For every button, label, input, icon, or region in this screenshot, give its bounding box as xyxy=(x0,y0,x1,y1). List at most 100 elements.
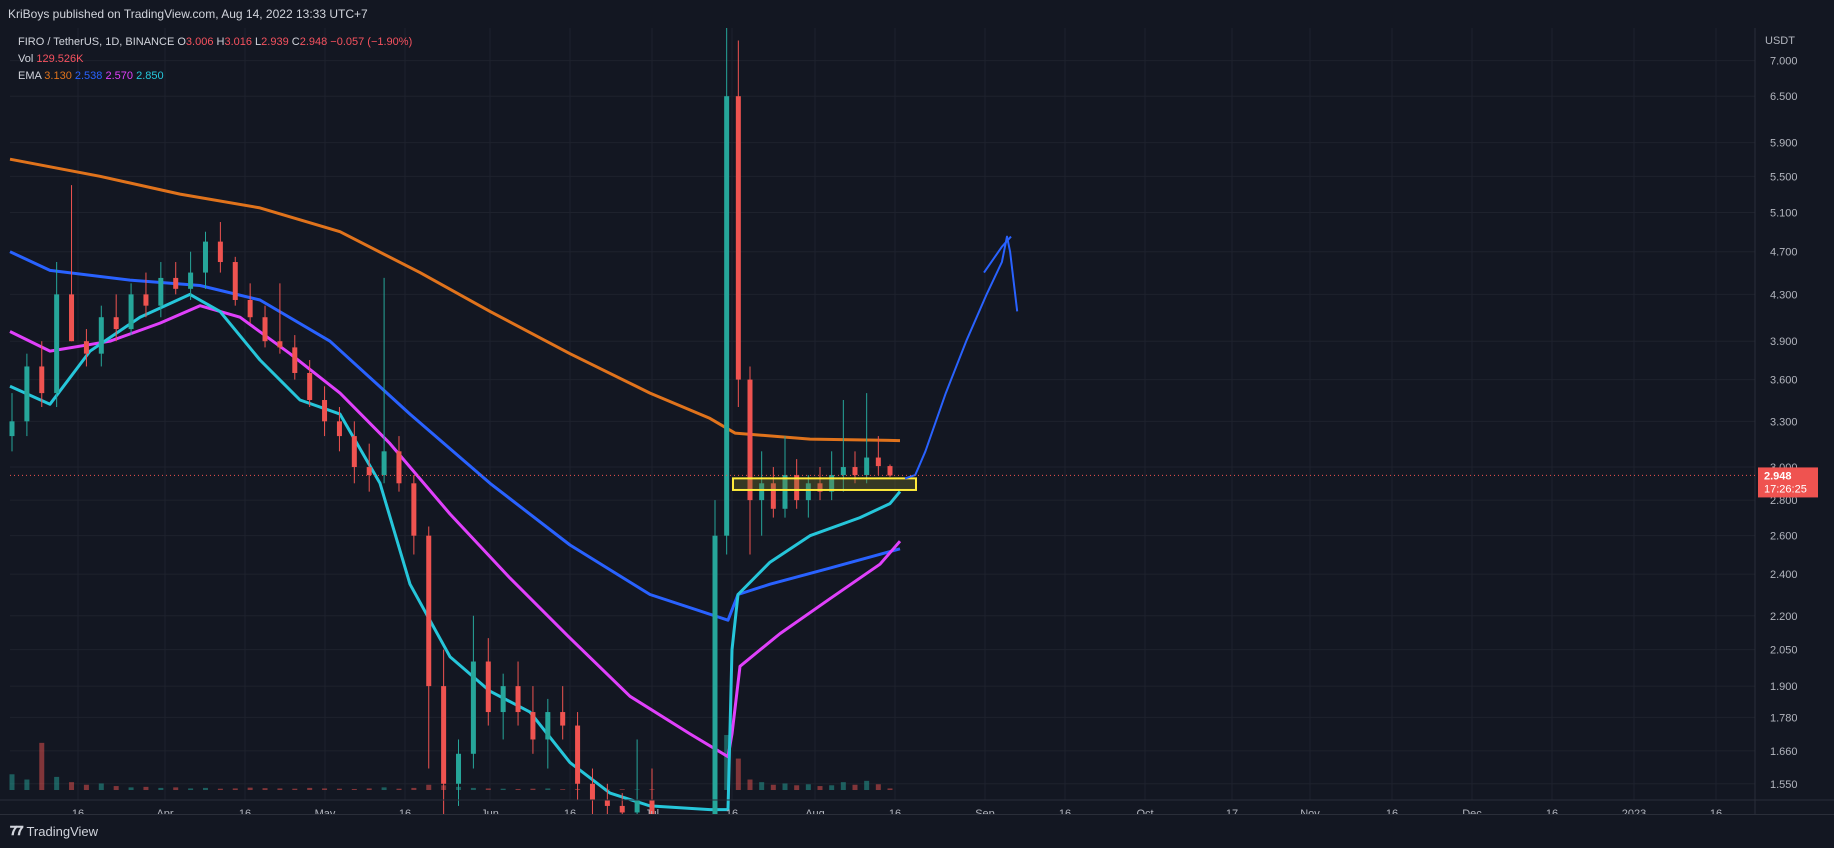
brand-label: TradingView xyxy=(26,823,99,839)
volume-bar-22 xyxy=(336,788,342,790)
candle-body-51 xyxy=(794,475,800,501)
publisher-bar: KriBoys published on TradingView.com, Au… xyxy=(0,0,1834,28)
candle-body-1 xyxy=(24,366,30,422)
candle-body-56 xyxy=(852,467,858,476)
ohlc-value-o: 3.006 xyxy=(185,36,214,48)
volume-bar-59 xyxy=(887,788,893,790)
candle-body-19 xyxy=(292,347,298,373)
volume-bar-54 xyxy=(829,785,835,790)
volume-value: 129.526K xyxy=(36,53,84,65)
volume-bar-58 xyxy=(875,784,881,790)
ema-value-1: 3.130 xyxy=(44,70,72,82)
candle-body-20 xyxy=(307,372,313,401)
volume-bar-19 xyxy=(292,788,298,790)
volume-bar-9 xyxy=(143,786,149,790)
candle-body-45 xyxy=(724,96,730,536)
support-zone-rectangle xyxy=(732,477,917,491)
volume-bar-17 xyxy=(262,788,268,790)
volume-bars xyxy=(9,735,893,790)
price-tick-13: 2.400 xyxy=(1770,569,1798,581)
chart-area[interactable]: 7.000 6.500 5.900 5.500 5.100 4.700 4.300 3.900… xyxy=(0,21,1834,833)
volume-bar-8 xyxy=(128,787,134,790)
volume-bar-26 xyxy=(396,788,402,790)
candle-body-57 xyxy=(864,457,870,476)
candle-body-53 xyxy=(817,483,823,492)
candle-body-48 xyxy=(759,483,765,501)
ema-line-3 xyxy=(9,304,902,759)
candle-body-39 xyxy=(589,783,595,800)
ema-values: 3.130 2.538 2.570 2.850 xyxy=(44,70,163,82)
candle-body-37 xyxy=(560,712,566,726)
volume-bar-0 xyxy=(9,774,15,790)
price-chart[interactable]: 7.000 6.500 5.900 5.500 5.100 4.700 4.300 3.900… xyxy=(0,21,1834,833)
candle-body-34 xyxy=(515,686,521,713)
candle-body-50 xyxy=(782,475,788,509)
volume-bar-2 xyxy=(39,742,45,790)
candle-body-14 xyxy=(217,241,223,263)
price-tick-1: 6.500 xyxy=(1770,91,1798,103)
candle-body-7 xyxy=(113,317,119,330)
candles xyxy=(9,21,893,833)
volume-bar-1 xyxy=(24,779,30,790)
candle-body-47 xyxy=(747,379,753,501)
volume-bar-5 xyxy=(83,784,89,790)
symbol-row: FIRO / TetherUS, 1D, BINANCE O3.006 H3.0… xyxy=(18,34,412,51)
ema-value-4: 2.850 xyxy=(133,70,164,82)
candle-body-0 xyxy=(9,421,15,437)
candle-body-59 xyxy=(887,466,893,476)
candle-body-6 xyxy=(98,317,104,354)
price-tick-16: 1.900 xyxy=(1770,681,1798,693)
candle-body-42 xyxy=(634,799,640,813)
volume-bar-41 xyxy=(619,789,625,790)
volume-bar-56 xyxy=(852,784,858,790)
volume-bar-12 xyxy=(188,788,194,790)
footer-bar: 𝟕𝟕 TradingView xyxy=(0,814,1834,848)
currency-label: USDT xyxy=(1765,35,1795,47)
volume-bar-31 xyxy=(470,787,476,790)
price-tick-5: 4.700 xyxy=(1770,247,1798,259)
candle-body-3 xyxy=(54,294,60,394)
candle-body-18 xyxy=(277,341,283,348)
ema-row: EMA 3.130 2.538 2.570 2.850 xyxy=(18,68,412,85)
volume-row: Vol 129.526K xyxy=(18,51,412,68)
candle-body-8 xyxy=(128,294,134,330)
candle-body-52 xyxy=(805,483,811,501)
price-tick-2: 5.900 xyxy=(1770,138,1798,150)
grid-lines xyxy=(10,28,1755,800)
volume-bar-11 xyxy=(173,787,179,790)
candle-body-30 xyxy=(456,753,462,784)
ohlc-key-o: O xyxy=(177,36,186,48)
candle-body-15 xyxy=(232,262,238,300)
chart-legend: FIRO / TetherUS, 1D, BINANCE O3.006 H3.0… xyxy=(18,34,412,85)
volume-bar-14 xyxy=(217,788,223,790)
volume-bar-49 xyxy=(770,784,776,790)
candle-body-2 xyxy=(39,366,45,394)
volume-bar-16 xyxy=(247,787,253,790)
volume-bar-55 xyxy=(840,782,846,790)
price-tick-17: 1.780 xyxy=(1770,712,1798,724)
ohlc-change: −0.057 (−1.90%) xyxy=(327,36,413,48)
tradingview-logo-icon: 𝟕𝟕 xyxy=(10,823,24,838)
candle-body-11 xyxy=(173,277,179,289)
tradingview-brand[interactable]: 𝟕𝟕 TradingView xyxy=(10,823,98,839)
price-tick-6: 4.300 xyxy=(1770,289,1798,301)
ohlc-key-h: H xyxy=(213,36,225,48)
candle-body-41 xyxy=(619,805,625,813)
ohlc-values: O3.006 H3.016 L2.939 C2.948 −0.057 (−1.9… xyxy=(177,36,412,48)
candle-body-35 xyxy=(530,712,536,740)
volume-bar-7 xyxy=(113,786,119,790)
projection-line xyxy=(904,235,1019,480)
last-price-value: 2.948 xyxy=(1764,470,1792,482)
candle-body-5 xyxy=(83,341,89,354)
price-tick-3: 5.500 xyxy=(1770,171,1798,183)
ema-line-2 xyxy=(9,250,901,622)
volume-bar-32 xyxy=(485,788,491,790)
candle-body-55 xyxy=(840,467,846,476)
volume-bar-48 xyxy=(759,782,765,790)
countdown-value: 17:26:25 xyxy=(1764,483,1807,495)
volume-bar-28 xyxy=(426,784,432,790)
candle-body-24 xyxy=(366,467,372,476)
candle-body-10 xyxy=(158,277,164,306)
candle-body-17 xyxy=(262,317,268,342)
volume-bar-18 xyxy=(277,788,283,790)
